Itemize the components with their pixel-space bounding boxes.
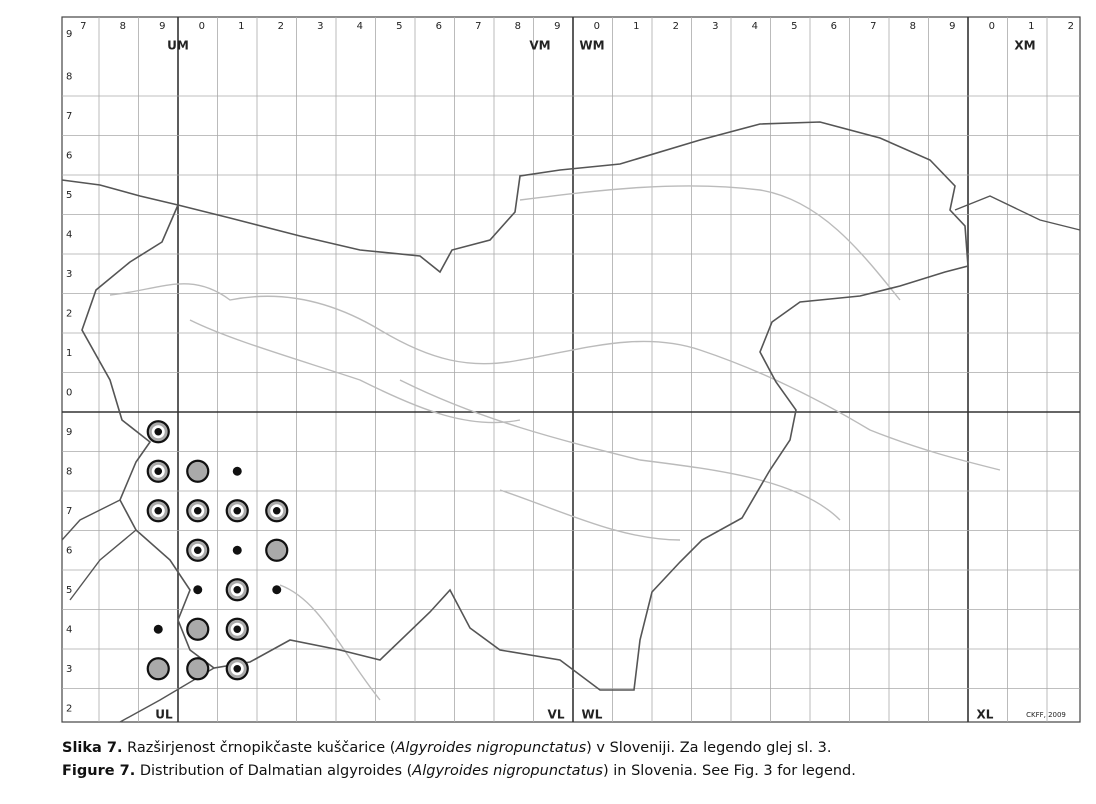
row-label: 5 xyxy=(66,190,72,201)
grid xyxy=(61,16,1081,723)
credit: CKFF, 2009 xyxy=(1026,711,1066,719)
column-label: 3 xyxy=(317,21,323,32)
species-name: Algyroides nigropunctatus xyxy=(395,740,587,756)
row-label: 8 xyxy=(66,466,72,477)
record-dot xyxy=(272,585,282,595)
column-label: 0 xyxy=(594,21,600,32)
caption-text: Distribution of Dalmatian algyroides ( xyxy=(135,763,413,779)
zone-label: UM xyxy=(167,39,189,53)
record-circle xyxy=(186,459,210,483)
zone-label: VL xyxy=(548,708,565,722)
column-label: 5 xyxy=(791,21,797,32)
record-circle xyxy=(186,617,210,641)
record-circle xyxy=(265,538,289,562)
record-dot xyxy=(233,625,242,634)
record-dot xyxy=(193,506,202,515)
column-label: 2 xyxy=(278,21,284,32)
row-label: 4 xyxy=(66,229,72,240)
record-dot xyxy=(232,466,242,476)
caption-text: ) v Sloveniji. Za legendo glej sl. 3. xyxy=(586,740,832,756)
column-label: 2 xyxy=(673,21,679,32)
column-label: 6 xyxy=(436,21,442,32)
row-label: 0 xyxy=(66,387,72,398)
frame xyxy=(61,16,1081,723)
caption-label: Slika 7. xyxy=(62,740,123,756)
zone-label: VM xyxy=(529,39,550,53)
row-label: 6 xyxy=(66,150,72,161)
column-label: 8 xyxy=(515,21,521,32)
caption-english: Figure 7. Distribution of Dalmatian algy… xyxy=(62,763,856,779)
row-label: 7 xyxy=(66,111,72,122)
caption-slovene: Slika 7. Razširjenost črnopikčaste kušča… xyxy=(62,740,832,756)
row-label: 2 xyxy=(66,308,72,319)
zone-label: UL xyxy=(155,708,173,722)
record-dot xyxy=(233,664,242,673)
column-label: 4 xyxy=(357,21,363,32)
column-label: 8 xyxy=(120,21,126,32)
row-label: 4 xyxy=(66,624,72,635)
column-label: 0 xyxy=(199,21,205,32)
row-label: 8 xyxy=(66,71,72,82)
row-label: 2 xyxy=(66,703,72,714)
border xyxy=(61,121,969,691)
record-circle xyxy=(146,657,170,681)
record-dot xyxy=(154,427,163,436)
row-label: 6 xyxy=(66,545,72,556)
column-label: 3 xyxy=(712,21,718,32)
records xyxy=(146,420,289,681)
column-label: 9 xyxy=(159,21,165,32)
column-label: 8 xyxy=(910,21,916,32)
column-label: 7 xyxy=(475,21,481,32)
record-dot xyxy=(193,546,202,555)
row-label: 5 xyxy=(66,585,72,596)
column-label: 0 xyxy=(989,21,995,32)
record-dot xyxy=(233,585,242,594)
record-dot xyxy=(193,585,203,595)
row-label: 7 xyxy=(66,506,72,517)
river xyxy=(109,283,1001,471)
column-label: 5 xyxy=(396,21,402,32)
column-label: 2 xyxy=(1068,21,1074,32)
species-name: Algyroides nigropunctatus xyxy=(412,763,603,779)
border xyxy=(61,195,1081,723)
row-label: 9 xyxy=(66,427,72,438)
column-label: 7 xyxy=(80,21,86,32)
record-dot xyxy=(153,624,163,634)
row-label: 3 xyxy=(66,664,72,675)
column-label: 4 xyxy=(752,21,758,32)
row-label: 1 xyxy=(66,348,72,359)
column-label: 6 xyxy=(831,21,837,32)
row-label: 9 xyxy=(66,29,72,40)
column-label: 1 xyxy=(1028,21,1034,32)
row-label: 3 xyxy=(66,269,72,280)
caption-label: Figure 7. xyxy=(62,763,136,779)
zone-label: WM xyxy=(579,39,604,53)
record-dot xyxy=(272,506,281,515)
caption-text: Razširjenost črnopikčaste kuščarice ( xyxy=(122,740,396,756)
record-dot xyxy=(233,506,242,515)
column-label: 9 xyxy=(554,21,560,32)
record-dot xyxy=(232,545,242,555)
river xyxy=(189,185,901,701)
record-circle xyxy=(186,657,210,681)
column-label: 1 xyxy=(633,21,639,32)
caption-text: ) in Slovenia. See Fig. 3 for legend. xyxy=(603,763,856,779)
map: 7 8 9 0 1 2 3 4 5 6 7 8 9 0 1 2 3 4 5 6 7 8 9 0 1 298765432109876… xyxy=(61,16,1081,723)
zone-label: XL xyxy=(977,708,994,722)
zone-label: XM xyxy=(1014,39,1035,53)
record-dot xyxy=(154,467,163,476)
zone-label: WL xyxy=(582,708,603,722)
column-label: 7 xyxy=(870,21,876,32)
column-label: 1 xyxy=(238,21,244,32)
record-dot xyxy=(154,506,163,515)
column-label: 9 xyxy=(949,21,955,32)
